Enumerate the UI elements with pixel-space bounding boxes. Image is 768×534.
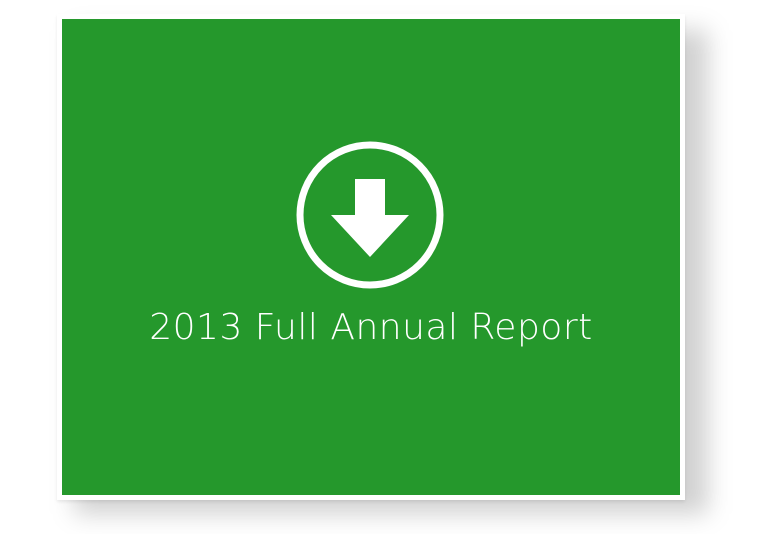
report-card: 2013 Full Annual Report [57,14,685,500]
report-title: 2013 Full Annual Report [149,307,593,348]
download-report-tile[interactable]: 2013 Full Annual Report [62,19,680,495]
download-arrow-circle-icon [294,139,446,291]
